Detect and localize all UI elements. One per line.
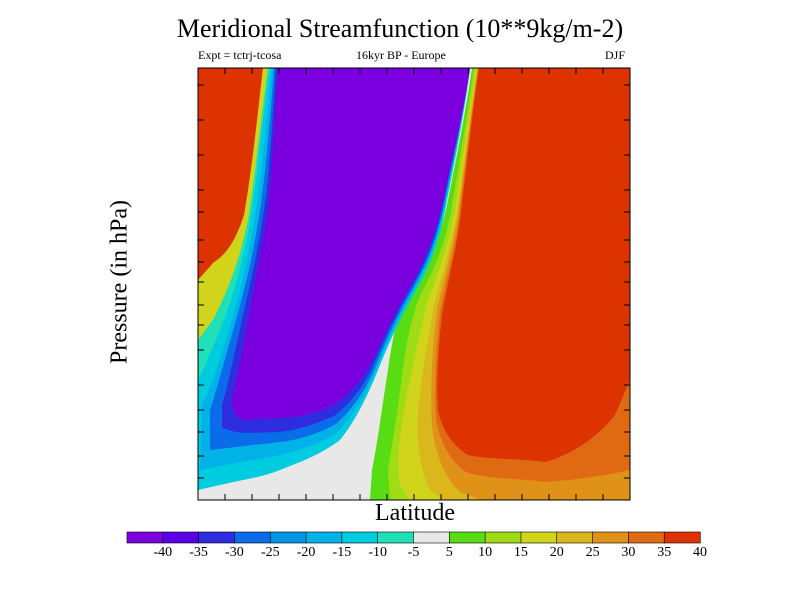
colorbar-swatch: [126, 531, 164, 544]
chart-title: Meridional Streamfunction (10**9kg/m-2): [176, 14, 624, 43]
colorbar-swatch: [628, 531, 665, 544]
upper-left-positive-core: [198, 68, 263, 280]
colorbar-tick-label: -20: [296, 545, 316, 560]
plot-frame: [197, 67, 631, 501]
northern-positive-40: [437, 68, 630, 462]
colorbar-tick-label: -40: [153, 545, 173, 560]
colorbar-tick-label: 10: [478, 545, 493, 560]
colorbar-tick-label: -35: [189, 545, 208, 560]
colorbar-tick-label: 20: [549, 545, 564, 560]
colorbar-swatch: [305, 531, 343, 544]
colorbar-swatch: [592, 531, 629, 544]
colorbar-swatch: [162, 531, 200, 544]
colorbar-swatch: [413, 531, 450, 544]
axis-ticks: [198, 68, 630, 500]
colorbar-swatch: [663, 531, 701, 544]
colorbar-swatch: [198, 531, 236, 544]
colorbar-tick-label: 5: [445, 545, 453, 560]
x-axis-label: Latitude: [375, 500, 455, 526]
colorbar-swatch: [341, 531, 379, 544]
colorbar-tick-label: -10: [368, 545, 388, 560]
colorbar-swatch: [520, 531, 558, 544]
colorbar-tick-label: -25: [260, 545, 280, 560]
colorbar-tick-label: 30: [621, 545, 636, 560]
colorbar-swatch: [556, 531, 594, 544]
season-label: DJF: [605, 48, 626, 62]
central-negative-40: [232, 68, 470, 420]
experiment-label: Expt = tctrj-tcosa: [198, 48, 282, 62]
colorbar-swatch: [449, 531, 486, 544]
colorbar-swatch: [377, 531, 415, 544]
colorbar-tick-label: -15: [332, 545, 352, 560]
colorbar-swatch: [484, 531, 522, 544]
colorbar-swatch: [269, 531, 307, 544]
colorbar-tick-label: 35: [657, 545, 672, 560]
contour-fields: [198, 68, 630, 500]
colorbar-tick-label: 25: [585, 545, 600, 560]
colorbar-tick-label: 15: [513, 545, 528, 560]
colorbar-tick-label: 40: [693, 545, 707, 560]
colorbar-tick-label: -5: [407, 545, 420, 560]
colorbar: [126, 531, 701, 544]
colorbar-tick-label: -30: [225, 545, 244, 560]
period-label: 16kyr BP - Europe: [356, 48, 446, 62]
colorbar-swatch: [234, 531, 271, 544]
